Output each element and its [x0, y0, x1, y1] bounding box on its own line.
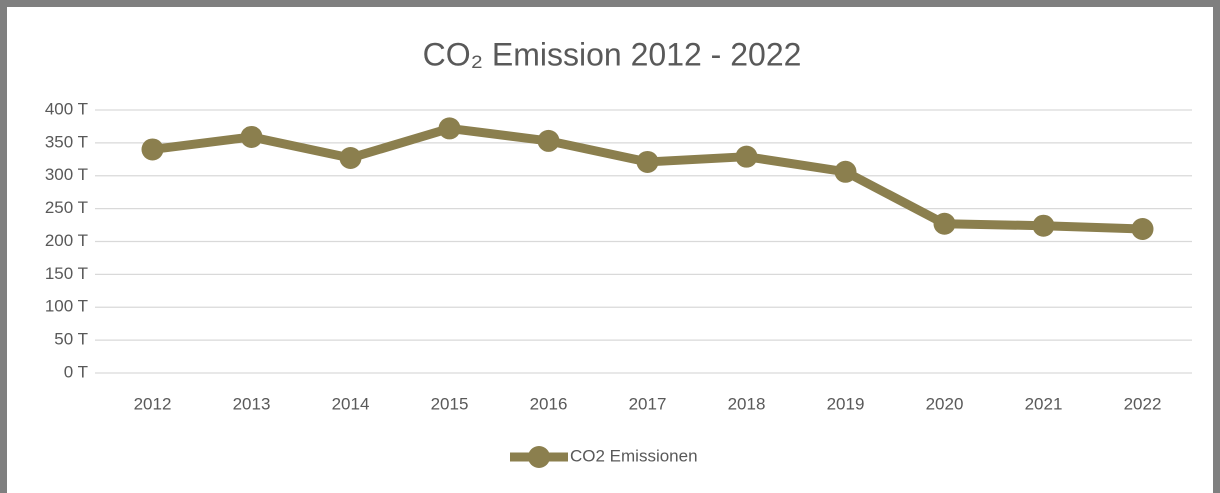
y-tick-label: 0 T: [64, 362, 88, 381]
data-point: [438, 117, 461, 140]
data-point: [240, 125, 263, 148]
x-tick-label: 2019: [827, 394, 865, 413]
x-tick-label: 2021: [1025, 394, 1063, 413]
data-point: [537, 129, 560, 152]
data-point: [339, 146, 362, 169]
chart-title: CO₂ Emission 2012 - 2022: [423, 36, 802, 72]
y-tick-label: 250 T: [45, 198, 88, 217]
x-tick-label: 2016: [530, 394, 568, 413]
legend-label: CO2 Emissionen: [570, 446, 698, 465]
x-tick-label: 2013: [233, 394, 271, 413]
data-point: [636, 150, 659, 173]
x-tick-label: 2012: [134, 394, 172, 413]
data-point: [735, 145, 758, 168]
data-point: [933, 212, 956, 235]
y-tick-label: 200 T: [45, 231, 88, 250]
x-tick-label: 2015: [431, 394, 469, 413]
data-point: [1032, 214, 1055, 237]
x-tick-label: 2018: [728, 394, 766, 413]
y-tick-label: 50 T: [54, 330, 88, 349]
data-point: [1131, 218, 1154, 241]
y-tick-label: 400 T: [45, 99, 88, 118]
data-point: [141, 138, 164, 161]
x-tick-label: 2014: [332, 394, 370, 413]
y-tick-label: 100 T: [45, 297, 88, 316]
x-tick-label: 2020: [926, 394, 964, 413]
x-tick-label: 2017: [629, 394, 667, 413]
y-tick-label: 150 T: [45, 264, 88, 283]
data-point: [834, 160, 857, 183]
y-tick-label: 300 T: [45, 165, 88, 184]
y-tick-label: 350 T: [45, 132, 88, 151]
legend-marker: [528, 446, 550, 468]
x-tick-label: 2022: [1124, 394, 1162, 413]
